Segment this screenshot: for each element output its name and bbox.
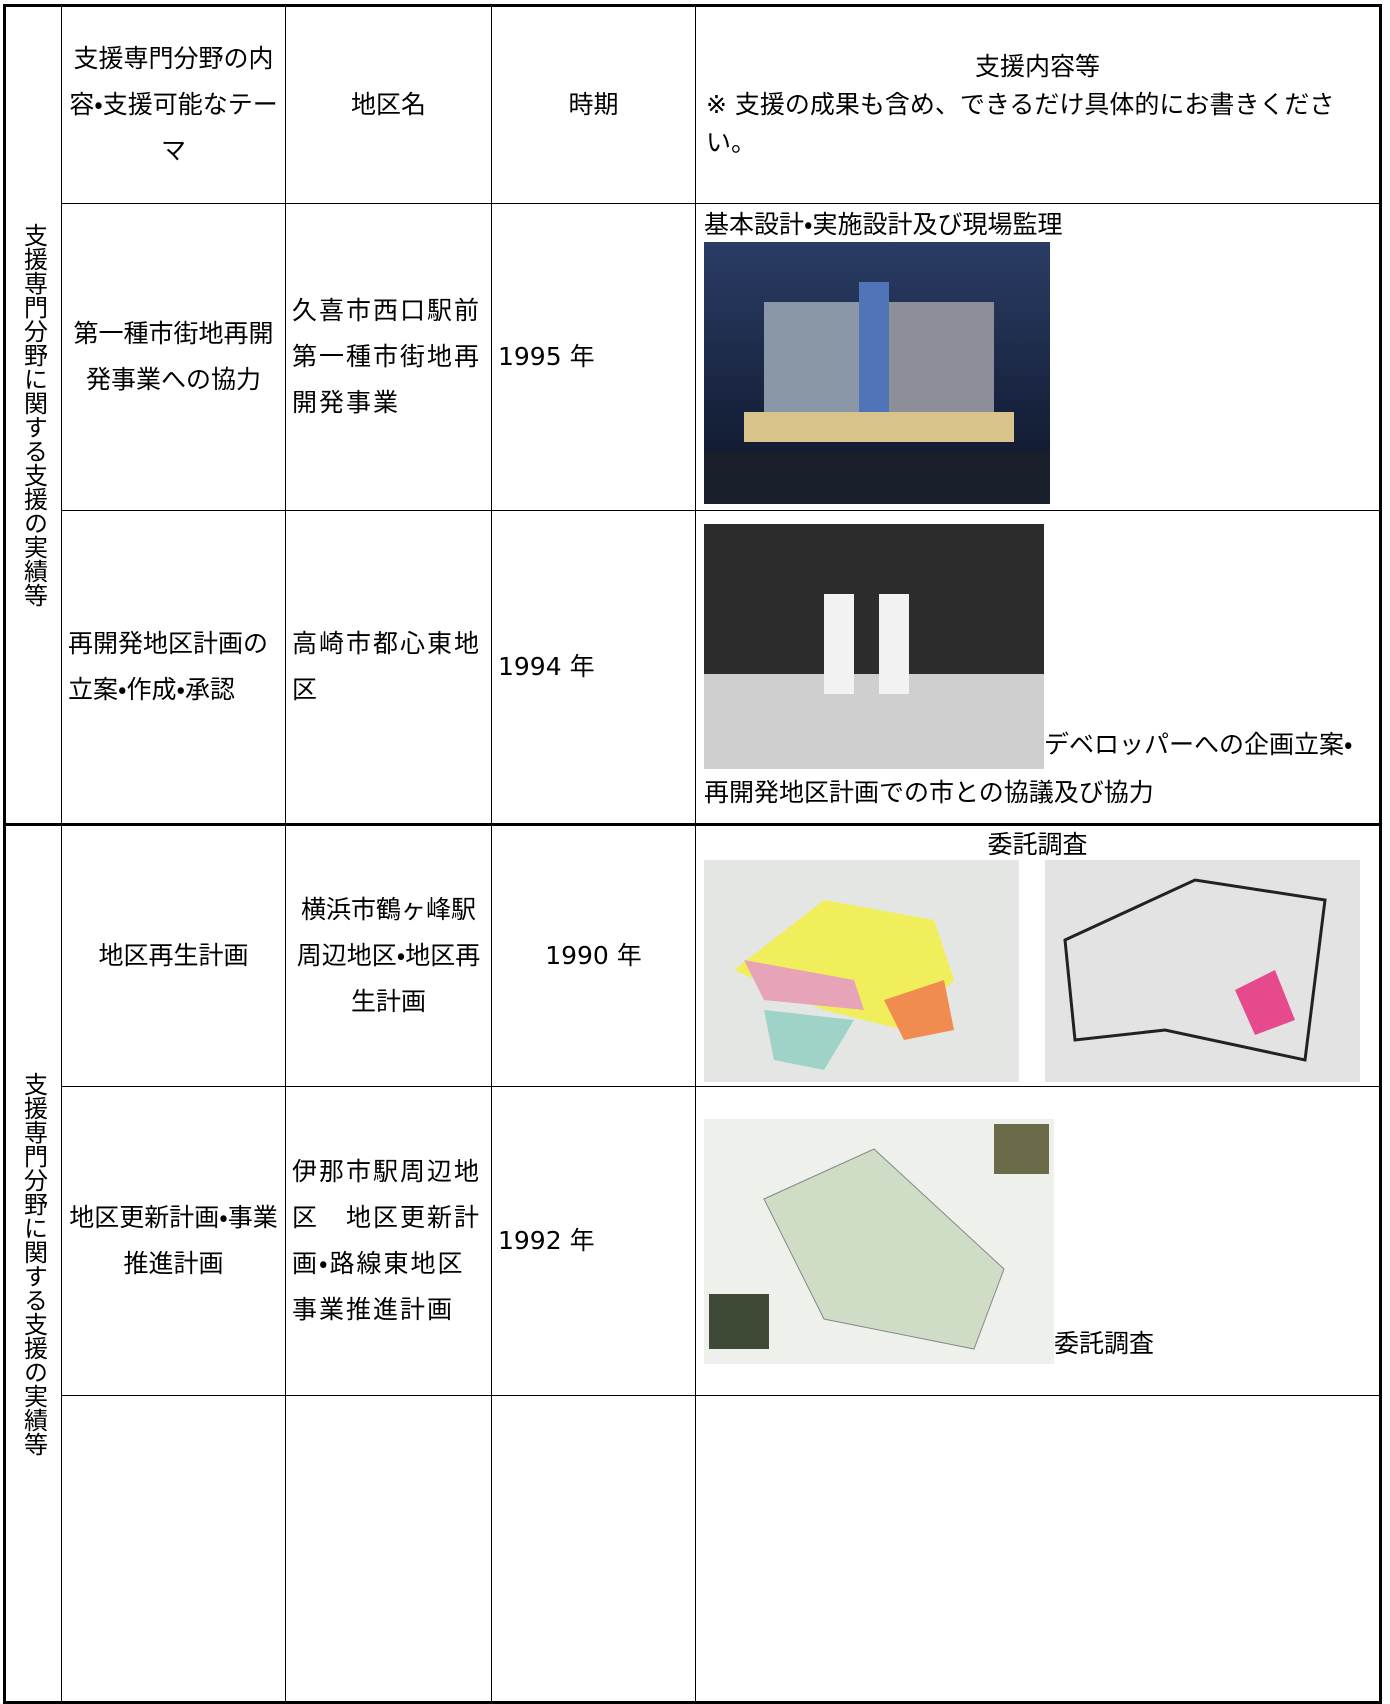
content-text: 委託調査 — [987, 830, 1088, 859]
row: 再開発地区計画の立案・作成・承認 高崎市都心東地区 1994 年 デベロッパーへ… — [5, 510, 1381, 825]
empty-cell — [491, 1395, 696, 1703]
content: 委託調査 — [695, 1086, 1381, 1396]
period: 1995 年 — [491, 203, 696, 511]
section-label: 支援専門分野に関する支援の実績等 — [4, 5, 62, 825]
theme: 再開発地区計画の立案・作成・承認 — [61, 510, 286, 825]
content-text: デベロッパーへの企画立案・再開発地区計画での市との協議及び協力 — [704, 730, 1353, 807]
theme: 地区更新計画・事業推進計画 — [61, 1086, 286, 1396]
map — [1044, 860, 1360, 1082]
period: 1992 年 — [491, 1086, 696, 1396]
row: 第一種市街地再開発事業への協力 久喜市西口駅前第一種市街地再開発事業 1995 … — [5, 203, 1381, 511]
header-cell: 地区名 — [285, 5, 492, 204]
photo — [704, 242, 1050, 504]
photo — [704, 524, 1044, 769]
district: 高崎市都心東地区 — [285, 510, 492, 825]
empty-cell — [285, 1395, 492, 1703]
header-cell: 支援専門分野の内容・支援可能なテーマ — [61, 5, 286, 204]
content: 基本設計・実施設計及び現場監理 — [695, 203, 1381, 511]
header-note: ※ 支援の成果も含め、できるだけ具体的にお書きください。 — [706, 90, 1335, 157]
header-cell: 時期 — [491, 5, 696, 204]
row: 支援専門分野に関する支援の実績等 地区再生計画 横浜市鶴ヶ峰駅周辺地区・地区再生… — [4, 823, 1381, 1703]
empty-row — [5, 1395, 1381, 1703]
content-text: 基本設計・実施設計及び現場監理 — [704, 210, 1063, 239]
section-label-text: 支援専門分野に関する支援の実績等 — [19, 223, 48, 607]
theme: 第一種市街地再開発事業への協力 — [61, 203, 286, 511]
district: 横浜市鶴ヶ峰駅周辺地区・地区再生計画 — [285, 823, 492, 1087]
period: 1994 年 — [491, 510, 696, 825]
record-table: 支援専門分野に関する支援の実績等 支援専門分野の内容・支援可能なテーマ 地区名 … — [3, 4, 1382, 1704]
content: デベロッパーへの企画立案・再開発地区計画での市との協議及び協力 — [695, 510, 1381, 825]
section-label: 支援専門分野に関する支援の実績等 — [4, 823, 62, 1703]
content-text: 委託調査 — [1054, 1328, 1155, 1358]
header-row: 支援専門分野に関する支援の実績等 支援専門分野の内容・支援可能なテーマ 地区名 … — [4, 5, 1381, 825]
section-label-text: 支援専門分野に関する支援の実績等 — [19, 1071, 48, 1456]
header-text: 支援内容等 — [974, 52, 1100, 81]
empty-cell — [695, 1395, 1381, 1703]
map — [704, 1118, 1054, 1364]
header-cell: 支援内容等 ※ 支援の成果も含め、できるだけ具体的にお書きください。 — [695, 5, 1381, 204]
period: 1990 年 — [491, 823, 696, 1087]
theme: 地区再生計画 — [61, 823, 286, 1087]
district: 久喜市西口駅前第一種市街地再開発事業 — [285, 203, 492, 511]
row: 地区更新計画・事業推進計画 伊那市駅周辺地区 地区更新計画・路線東地区事業推進計… — [5, 1086, 1381, 1396]
map — [704, 860, 1019, 1082]
district: 伊那市駅周辺地区 地区更新計画・路線東地区事業推進計画 — [285, 1086, 492, 1396]
content: 委託調査 — [695, 823, 1381, 1087]
empty-cell — [61, 1395, 286, 1703]
